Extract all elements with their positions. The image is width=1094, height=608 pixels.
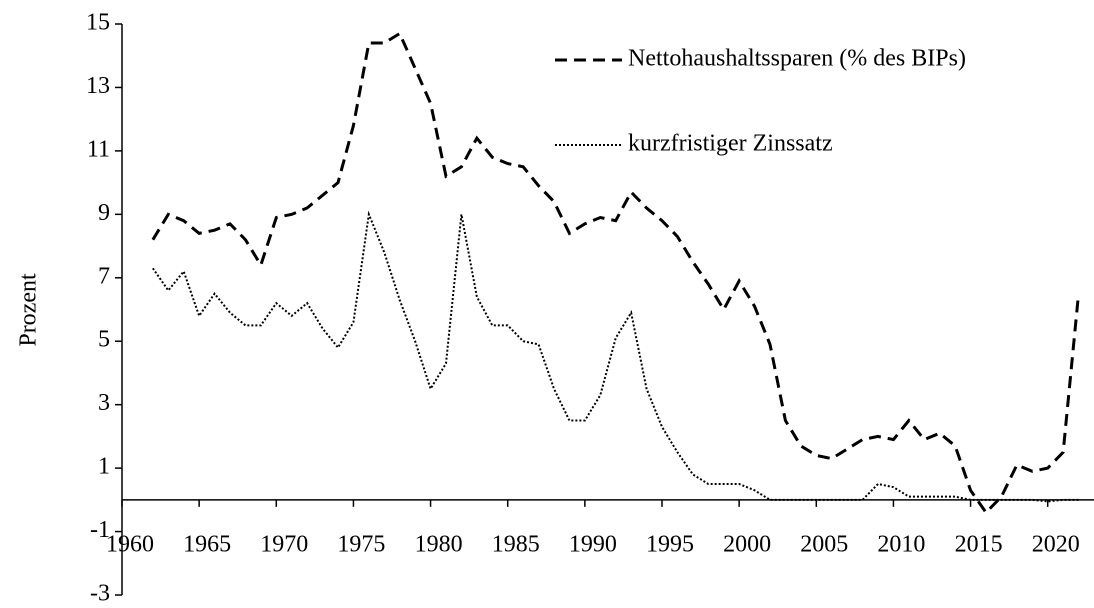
y-tick-label: 15 — [86, 10, 110, 36]
y-tick-label: 11 — [87, 136, 110, 162]
x-tick-label: 1990 — [569, 531, 617, 557]
x-tick-label: 2005 — [800, 531, 848, 557]
y-tick-label: 5 — [98, 327, 110, 353]
y-tick-label: 1 — [98, 454, 110, 480]
x-tick-label: 1965 — [183, 531, 231, 557]
legend-label: Nettohaushaltssparen (% des BIPs) — [628, 46, 966, 72]
y-tick-label: 3 — [98, 390, 110, 416]
y-tick-label: 7 — [98, 263, 110, 289]
series-line — [152, 210, 1079, 503]
x-tick-label: 1985 — [492, 531, 540, 557]
x-tick-label: 2020 — [1032, 531, 1080, 557]
x-tick-label: 1975 — [337, 531, 385, 557]
x-tick-label: 1995 — [646, 531, 694, 557]
y-tick-label: -1 — [90, 517, 110, 543]
y-axis-label: Prozent — [16, 273, 42, 347]
x-tick-label: 1960 — [106, 531, 154, 557]
y-tick-label: -3 — [90, 581, 110, 607]
x-tick-label: 1980 — [415, 531, 463, 557]
y-tick-label: 13 — [86, 73, 110, 99]
x-tick-label: 2000 — [723, 531, 771, 557]
x-tick-label: 2010 — [877, 531, 925, 557]
x-tick-label: 2015 — [955, 531, 1003, 557]
legend-label: kurzfristiger Zinssatz — [628, 131, 833, 157]
series-line — [151, 31, 1081, 515]
x-tick-label: 1970 — [260, 531, 308, 557]
y-tick-label: 9 — [98, 200, 110, 226]
